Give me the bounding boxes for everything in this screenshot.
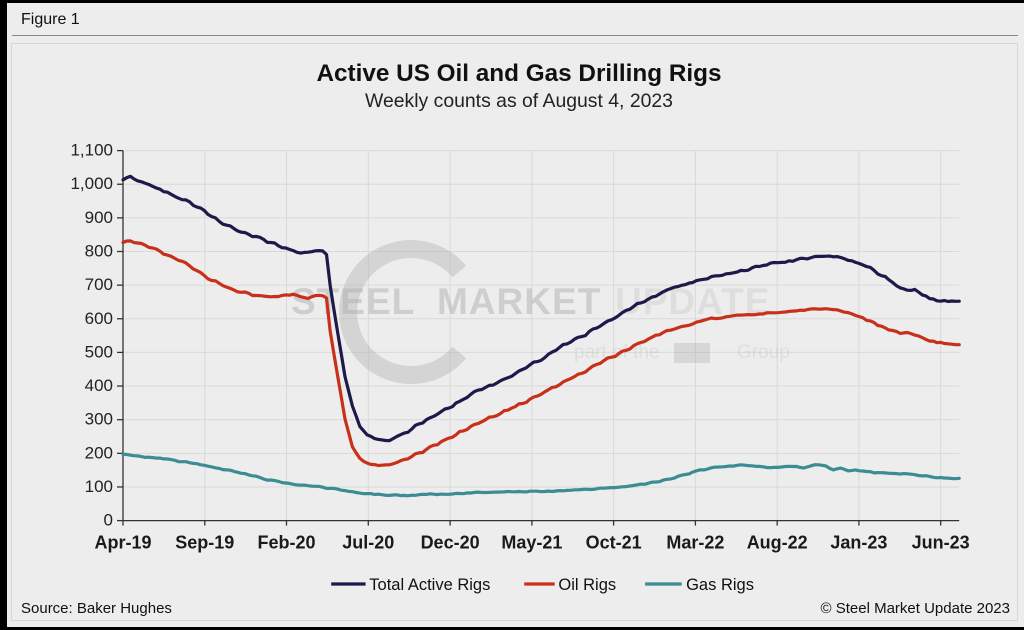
svg-text:Gas Rigs: Gas Rigs — [686, 576, 754, 594]
svg-text:Total Active Rigs: Total Active Rigs — [369, 576, 490, 594]
svg-text:Oil Rigs: Oil Rigs — [558, 576, 616, 594]
